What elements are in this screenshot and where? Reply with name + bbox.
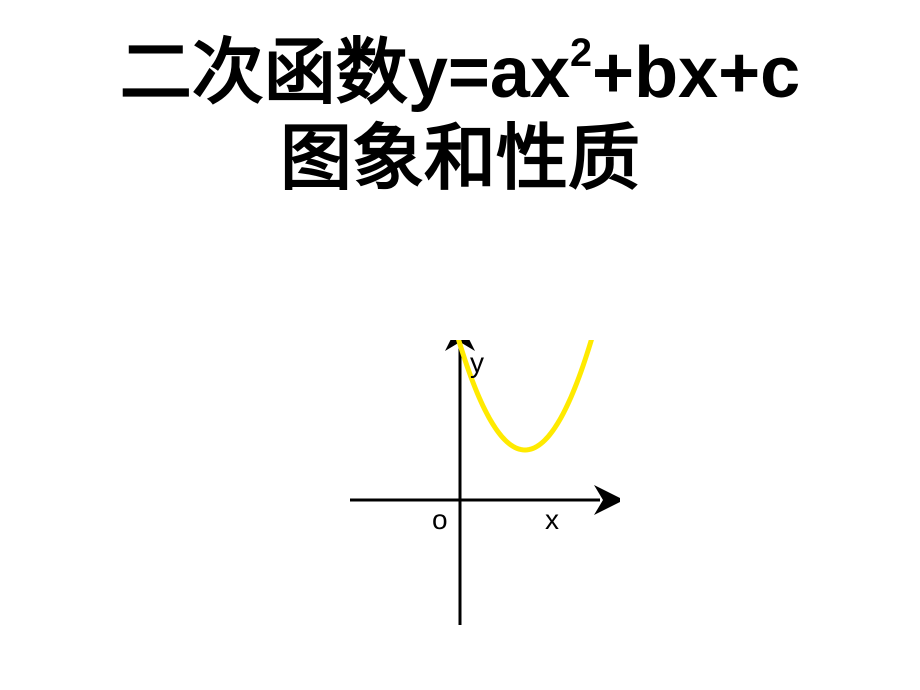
slide-container: 二次函数y=ax2+bx+c 图象和性质 y x o [0, 0, 920, 690]
title-formula-b: +bx+c [592, 33, 800, 113]
x-axis-label: x [545, 504, 559, 536]
parabola-chart: y x o [300, 340, 620, 660]
title-block: 二次函数y=ax2+bx+c 图象和性质 [0, 0, 920, 203]
chart-svg [300, 340, 620, 660]
title-formula-a: y=ax [408, 33, 570, 113]
title-line-1: 二次函数y=ax2+bx+c [0, 30, 920, 116]
title-prefix: 二次函数 [120, 33, 408, 113]
title-line-2: 图象和性质 [0, 116, 920, 202]
y-axis-label: y [470, 347, 484, 379]
title-formula-exp: 2 [570, 31, 592, 75]
origin-label: o [432, 504, 448, 536]
